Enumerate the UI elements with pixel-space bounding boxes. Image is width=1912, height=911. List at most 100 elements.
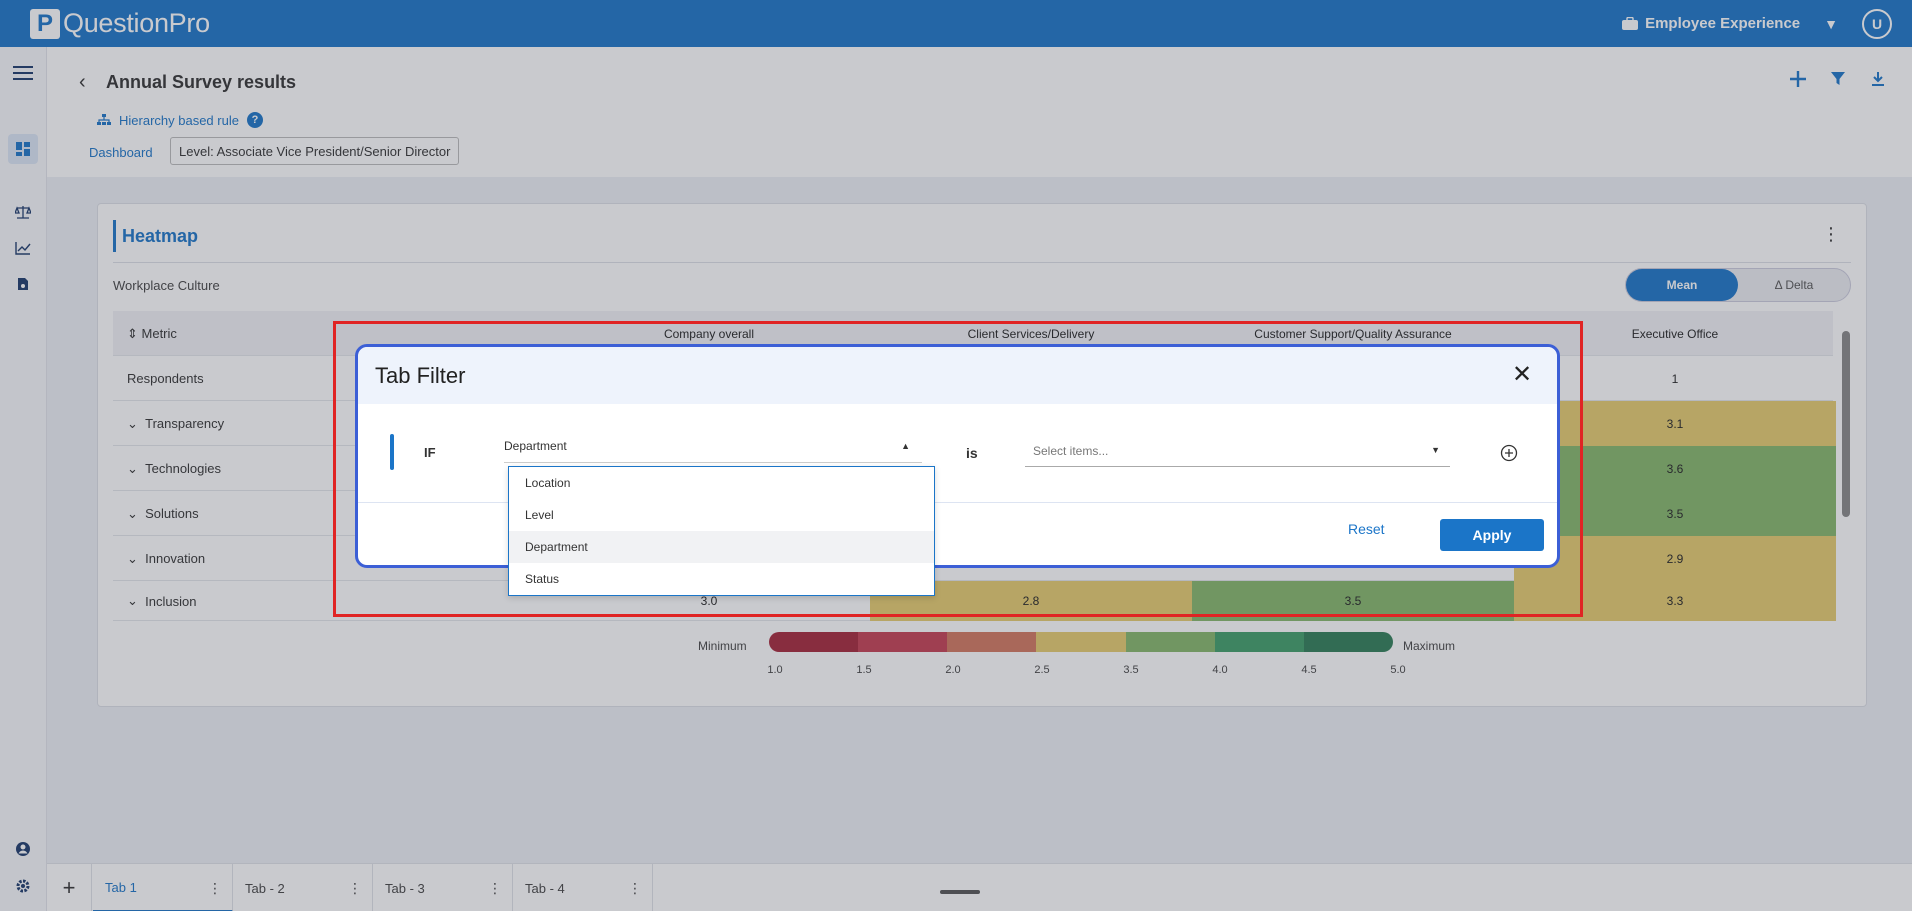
legend-tick: 1.0 [767,664,783,676]
questionpro-logo[interactable]: P QuestionPro [30,8,210,39]
delta-option[interactable]: Δ Delta [1774,278,1814,292]
reports-icon[interactable] [13,274,33,294]
card-menu-icon[interactable]: ⋮ [1822,224,1840,244]
legend-swatch [1125,632,1215,652]
row-label-text: Technologies [145,461,222,476]
caret-up-icon: ▲ [901,441,910,451]
row-label[interactable]: ⌄ Solutions [127,505,199,522]
tab-menu-icon[interactable]: ⋮ [208,880,222,896]
dashboard-icon[interactable] [8,134,38,164]
scrollbar-thumb[interactable] [1842,331,1850,517]
tab-menu-icon[interactable]: ⋮ [488,880,502,896]
heatmap-subtitle: Workplace Culture [113,278,220,293]
heat-cell: 3.6 [1514,446,1836,491]
legend-min-label: Minimum [698,639,747,653]
tab-label: Tab - 4 [525,880,565,896]
caret-down-icon: ▼ [1431,445,1440,455]
heat-cell: 2.9 [1514,536,1836,581]
top-bar: P QuestionPro Employee Experience ▼ U [0,0,1912,47]
page-header: ‹ Annual Survey results Hierarchy based … [47,47,1912,177]
mean-option[interactable]: Mean [1626,269,1738,301]
add-icon[interactable] [1788,69,1808,89]
field-select[interactable]: Department ▲ [504,429,922,463]
row-label[interactable]: ⌄ Transparency [127,415,225,432]
legend-max-label: Maximum [1403,639,1456,653]
heatmap-legend: Minimum Maximum 1.0 1.5 2.0 2.5 3.5 4.0 … [698,632,1498,692]
logo-mark: P [30,8,60,39]
product-dropdown-icon[interactable]: ▼ [1824,15,1838,32]
legend-tick: 2.0 [945,664,961,676]
legend-swatch [947,632,1037,652]
value-select-placeholder: Select items... [1033,443,1109,458]
help-icon[interactable]: ? [246,112,263,128]
filter-icon[interactable] [1828,69,1848,89]
dropdown-option-level[interactable]: Level [525,508,554,522]
drag-handle[interactable] [940,890,980,894]
row-label[interactable]: ⌄ Technologies [127,460,222,477]
close-icon[interactable]: ✕ [1511,360,1533,388]
dropdown-option-location[interactable]: Location [525,476,571,490]
column-header: Executive Office [1631,326,1719,341]
product-switcher[interactable]: Employee Experience [1621,15,1800,32]
page-title: Annual Survey results [106,72,297,92]
field-select-value: Department [504,438,567,453]
add-tab-button[interactable]: + [47,864,92,911]
add-condition-icon[interactable] [1500,444,1518,462]
legend-tick: 1.5 [856,664,872,676]
bottom-tab-bar: + Tab 1 ⋮ Tab - 2 ⋮ Tab - 3 ⋮ Tab - 4 ⋮ [47,863,1912,911]
legend-swatch [769,632,859,652]
metric-header-label: Metric [141,326,177,341]
legend-color-scale [769,632,1393,652]
tab-menu-icon[interactable]: ⋮ [348,880,362,896]
row-label-text: Innovation [145,551,206,566]
heat-cell: 3.5 [1514,491,1836,536]
row-label: Respondents [127,371,204,386]
level-filter-chip[interactable]: Level: Associate Vice President/Senior D… [170,137,460,165]
legend-swatch [1214,632,1304,652]
legend-swatch [1303,632,1393,652]
hamburger-menu-icon[interactable] [13,63,33,83]
modal-title: Tab Filter [375,362,466,388]
briefcase-icon [1622,16,1639,30]
tab-3[interactable]: Tab - 3 ⋮ [373,864,513,911]
download-icon[interactable] [1868,69,1888,89]
tab-label: Tab - 2 [245,880,285,896]
row-label-text: Solutions [145,506,199,521]
legend-tick: 3.5 [1123,664,1139,676]
dropdown-option-department[interactable]: Department [509,531,934,563]
trend-chart-icon[interactable] [13,238,33,258]
back-arrow-icon[interactable]: ‹ [79,71,86,93]
value-select[interactable]: Select items... ▼ [1025,435,1450,467]
legend-tick: 5.0 [1390,664,1406,676]
gear-icon[interactable] [13,876,33,896]
user-settings-icon[interactable] [13,839,33,859]
divider [113,262,1851,263]
dashboard-link[interactable]: Dashboard [89,145,153,160]
row-label-text: Inclusion [145,593,197,609]
row-label[interactable]: ⌄ Inclusion [127,593,197,609]
reset-button[interactable]: Reset [1348,521,1385,537]
table-scrollbar[interactable] [1841,311,1851,621]
apply-button[interactable]: Apply [1440,519,1544,551]
heat-cell: 3.1 [1514,401,1836,446]
metric-header[interactable]: ⇕ Metric [127,325,177,342]
dropdown-option-status[interactable]: Status [525,572,560,586]
row-label-text: Transparency [145,416,225,431]
user-avatar[interactable]: U [1862,8,1892,39]
scale-icon[interactable] [13,202,33,222]
if-label: IF [424,445,436,460]
field-dropdown-list: Location Level Department Status [508,466,935,596]
highlight-box [333,321,1583,617]
modal-header: Tab Filter [358,347,1557,404]
heat-cell: 3.0 [700,594,718,608]
mean-delta-toggle: Mean Δ Delta [1625,268,1851,302]
tab-2[interactable]: Tab - 2 ⋮ [233,864,373,911]
row-label[interactable]: ⌄ Innovation [127,550,206,567]
condition-indicator [390,434,394,470]
tab-4[interactable]: Tab - 4 ⋮ [513,864,653,911]
legend-swatch [1036,632,1126,652]
hierarchy-rule[interactable]: Hierarchy based rule ? [97,112,263,128]
logo-text: QuestionPro [63,8,210,38]
column-header: Company overall [663,326,755,341]
tab-menu-icon[interactable]: ⋮ [628,880,642,896]
